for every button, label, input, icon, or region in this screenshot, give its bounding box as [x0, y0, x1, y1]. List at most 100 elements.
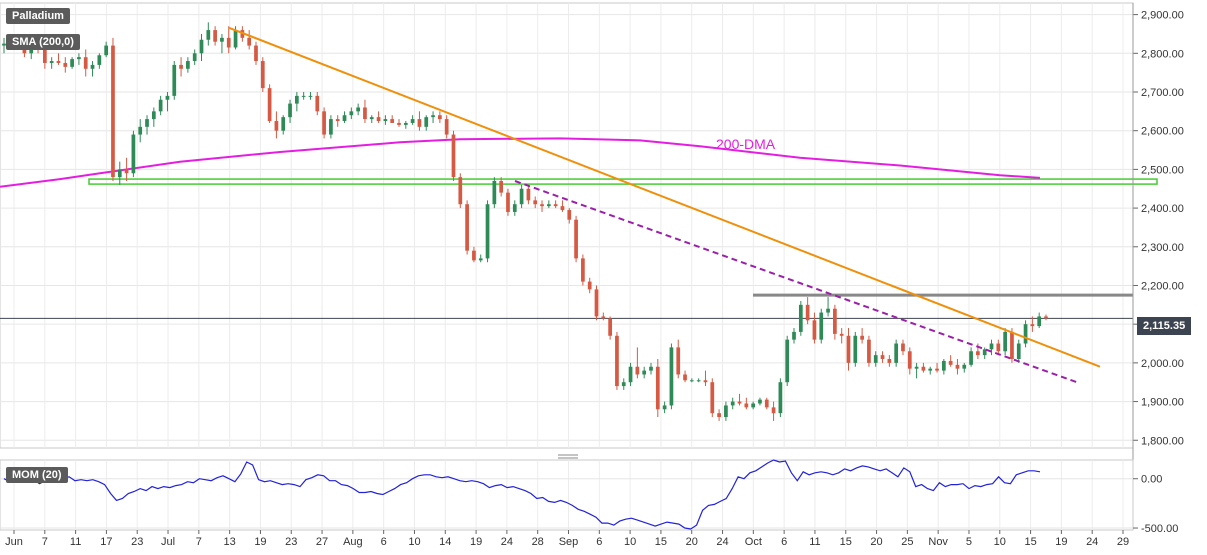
candle-body [860, 335, 864, 340]
x-tick-label: 15 [655, 536, 667, 548]
candle-body [737, 401, 742, 404]
candle-body [785, 339, 790, 383]
candle-body [635, 366, 640, 375]
x-tick-label: 15 [840, 536, 852, 548]
candle-body [976, 351, 980, 356]
x-tick-label: 14 [439, 536, 451, 548]
candle-body [226, 37, 231, 48]
x-tick-label: 23 [285, 536, 297, 548]
candle-body [472, 250, 476, 261]
x-tick-label: Aug [343, 536, 363, 548]
candle-body [519, 188, 524, 205]
candle-body [63, 62, 68, 67]
candle-body [540, 204, 544, 207]
candle-body [717, 413, 721, 418]
x-tick-label: 20 [686, 536, 698, 548]
candle-body [921, 366, 926, 371]
price-pane [0, 2, 1134, 449]
mom-indicator-label[interactable]: MOM (20) [6, 467, 68, 483]
candle-body [962, 364, 967, 369]
candle-body [778, 382, 783, 414]
x-tick-label: Jul [161, 536, 175, 548]
candle-body [982, 349, 987, 356]
candle-body [165, 95, 170, 100]
candle-body [587, 281, 592, 290]
candle-body [941, 360, 946, 371]
sma-indicator-label[interactable]: SMA (200,0) [6, 34, 80, 50]
candle-body [397, 122, 401, 125]
candle-body [955, 364, 960, 369]
candle-body [533, 200, 538, 205]
candle-body [901, 343, 905, 352]
candle-body [315, 95, 320, 112]
dma-label: 200-DMA [716, 136, 776, 152]
candle-body [478, 258, 483, 261]
candle-body [935, 368, 939, 371]
candle-body [574, 219, 578, 259]
y-tick-label: 2,400.00 [1141, 203, 1184, 215]
candle-body [247, 37, 252, 46]
symbol-label[interactable]: Palladium [6, 8, 70, 24]
candle-body [97, 55, 102, 65]
y-tick-label: 1,900.00 [1141, 397, 1184, 409]
candle-body [213, 30, 217, 42]
candle-body [342, 115, 347, 122]
x-tick-label: 19 [470, 536, 482, 548]
candle-body [104, 45, 109, 56]
candle-body [1023, 324, 1028, 344]
momentum-series [3, 459, 1041, 530]
candle-body [724, 405, 728, 418]
x-tick-label: 5 [966, 536, 972, 548]
y-tick-label: 2,700.00 [1141, 87, 1184, 99]
candle-body [131, 134, 136, 174]
candle-body [117, 169, 122, 178]
candle-body [826, 308, 830, 313]
x-tick-label: 11 [809, 536, 820, 548]
x-tick-label: 13 [224, 536, 236, 548]
candle-body [553, 204, 558, 207]
candle-body [49, 61, 54, 63]
candle-body [431, 115, 435, 118]
x-tick-label: 24 [1086, 536, 1098, 548]
candle-body [499, 181, 504, 193]
x-tick-label: Jun [5, 536, 23, 548]
date-axis: Jun 7 11 17 23 Jul 7 13 19 23 27 Aug 6 10 14 19 24 28 Sep 6… [5, 530, 1129, 548]
candle-body [444, 119, 449, 135]
x-tick-label: 19 [1055, 536, 1067, 548]
candle-body [424, 117, 429, 127]
candle-body [458, 177, 463, 205]
candle-body [288, 103, 292, 118]
candle-body [880, 355, 885, 359]
candle-body [186, 61, 190, 69]
candle-body [403, 122, 408, 125]
candle-body [438, 115, 442, 120]
candle-body [192, 53, 197, 62]
candle-body [383, 119, 388, 122]
candle-body [676, 347, 681, 375]
x-tick-label: 10 [994, 536, 1006, 548]
candle-body [308, 95, 313, 97]
x-tick-label: 29 [1117, 536, 1129, 548]
x-tick-label: 6 [596, 536, 602, 548]
candle-body [649, 366, 653, 371]
candle-body [2, 43, 6, 46]
y-tick-label: 2,600.00 [1141, 126, 1184, 138]
candle-body [417, 119, 422, 127]
candle-body [928, 368, 933, 371]
candle-body [90, 64, 95, 69]
candle-body [322, 111, 326, 135]
main-grid [0, 2, 1134, 459]
y-tick-label: 2,200.00 [1141, 280, 1184, 292]
candle-body [751, 403, 756, 408]
x-tick-label: 24 [501, 536, 513, 548]
candle-body [887, 359, 892, 363]
candle-body [581, 258, 585, 282]
candle-body [294, 95, 299, 104]
y-tick-label: 2,800.00 [1141, 48, 1184, 60]
mom-tick-label: -500.00 [1141, 523, 1178, 535]
candle-body [567, 210, 572, 220]
candle-body [1003, 331, 1007, 352]
candle-body [274, 121, 279, 131]
x-tick-label: 24 [716, 536, 728, 548]
candle-body [601, 316, 606, 319]
